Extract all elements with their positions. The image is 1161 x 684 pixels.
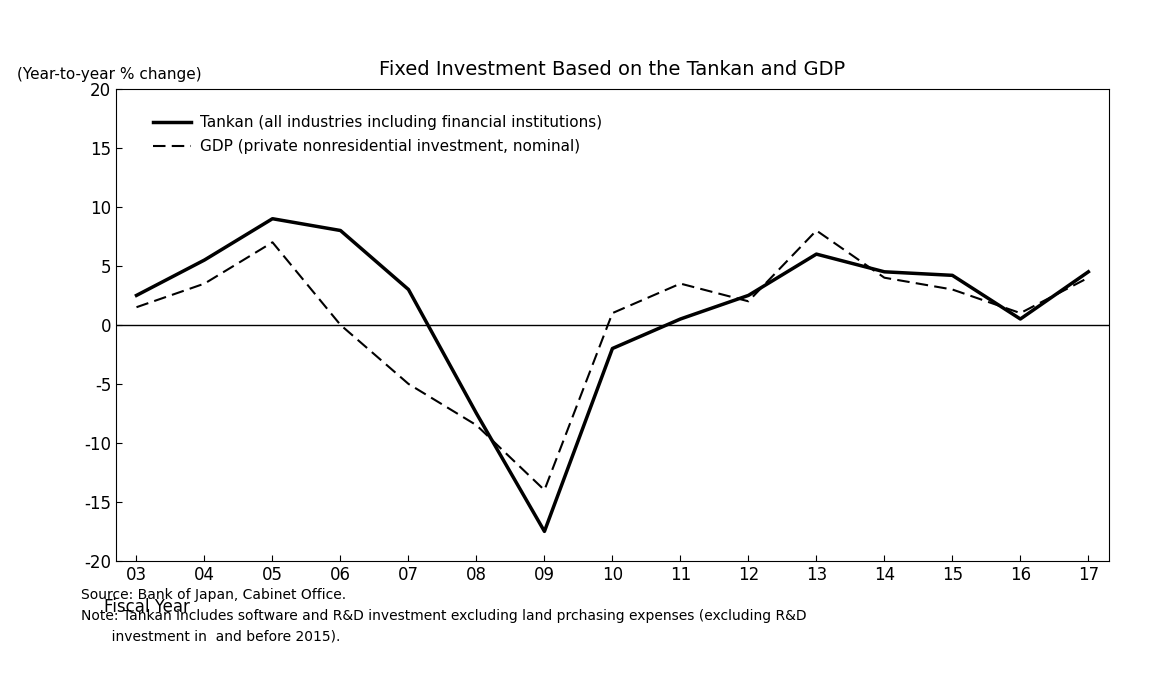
GDP (private nonresidential investment, nominal) (673, 280, 687, 288)
GDP (private nonresidential investment, nominal) (945, 285, 959, 293)
GDP (private nonresidential investment, nominal) (130, 303, 144, 311)
Text: Source: Bank of Japan, Cabinet Office.: Source: Bank of Japan, Cabinet Office. (81, 588, 346, 602)
Tankan (all industries including financial institutions) (673, 315, 687, 323)
Tankan (all industries including financial institutions) (333, 226, 347, 235)
Tankan (all industries including financial institutions) (809, 250, 823, 259)
Line: Tankan (all industries including financial institutions): Tankan (all industries including financi… (137, 219, 1088, 531)
Tankan (all industries including financial institutions) (402, 285, 416, 293)
Tankan (all industries including financial institutions) (1014, 315, 1027, 323)
GDP (private nonresidential investment, nominal) (1014, 309, 1027, 317)
GDP (private nonresidential investment, nominal) (469, 421, 483, 430)
Tankan (all industries including financial institutions) (130, 291, 144, 300)
Tankan (all industries including financial institutions) (538, 527, 551, 536)
Tankan (all industries including financial institutions) (878, 267, 892, 276)
Tankan (all industries including financial institutions) (469, 409, 483, 417)
GDP (private nonresidential investment, nominal) (809, 226, 823, 235)
Tankan (all industries including financial institutions) (266, 215, 280, 223)
Text: (Year-to-year % change): (Year-to-year % change) (17, 67, 202, 82)
GDP (private nonresidential investment, nominal) (878, 274, 892, 282)
GDP (private nonresidential investment, nominal) (605, 309, 619, 317)
GDP (private nonresidential investment, nominal) (1081, 274, 1095, 282)
Tankan (all industries including financial institutions) (945, 272, 959, 280)
Title: Fixed Investment Based on the Tankan and GDP: Fixed Investment Based on the Tankan and… (380, 60, 845, 79)
GDP (private nonresidential investment, nominal) (538, 486, 551, 494)
GDP (private nonresidential investment, nominal) (266, 238, 280, 246)
GDP (private nonresidential investment, nominal) (333, 321, 347, 329)
Legend: Tankan (all industries including financial institutions), GDP (private nonreside: Tankan (all industries including financi… (144, 106, 612, 163)
Tankan (all industries including financial institutions) (605, 345, 619, 353)
Text: Fiscal Year: Fiscal Year (104, 598, 190, 616)
Tankan (all industries including financial institutions) (742, 291, 756, 300)
Text: Note: Tankan includes software and R&D investment excluding land prchasing expen: Note: Tankan includes software and R&D i… (81, 609, 807, 622)
Text: investment in  and before 2015).: investment in and before 2015). (81, 629, 340, 643)
Line: GDP (private nonresidential investment, nominal): GDP (private nonresidential investment, … (137, 231, 1088, 490)
GDP (private nonresidential investment, nominal) (402, 380, 416, 388)
GDP (private nonresidential investment, nominal) (197, 280, 211, 288)
GDP (private nonresidential investment, nominal) (742, 297, 756, 305)
Tankan (all industries including financial institutions) (197, 256, 211, 264)
Tankan (all industries including financial institutions) (1081, 267, 1095, 276)
